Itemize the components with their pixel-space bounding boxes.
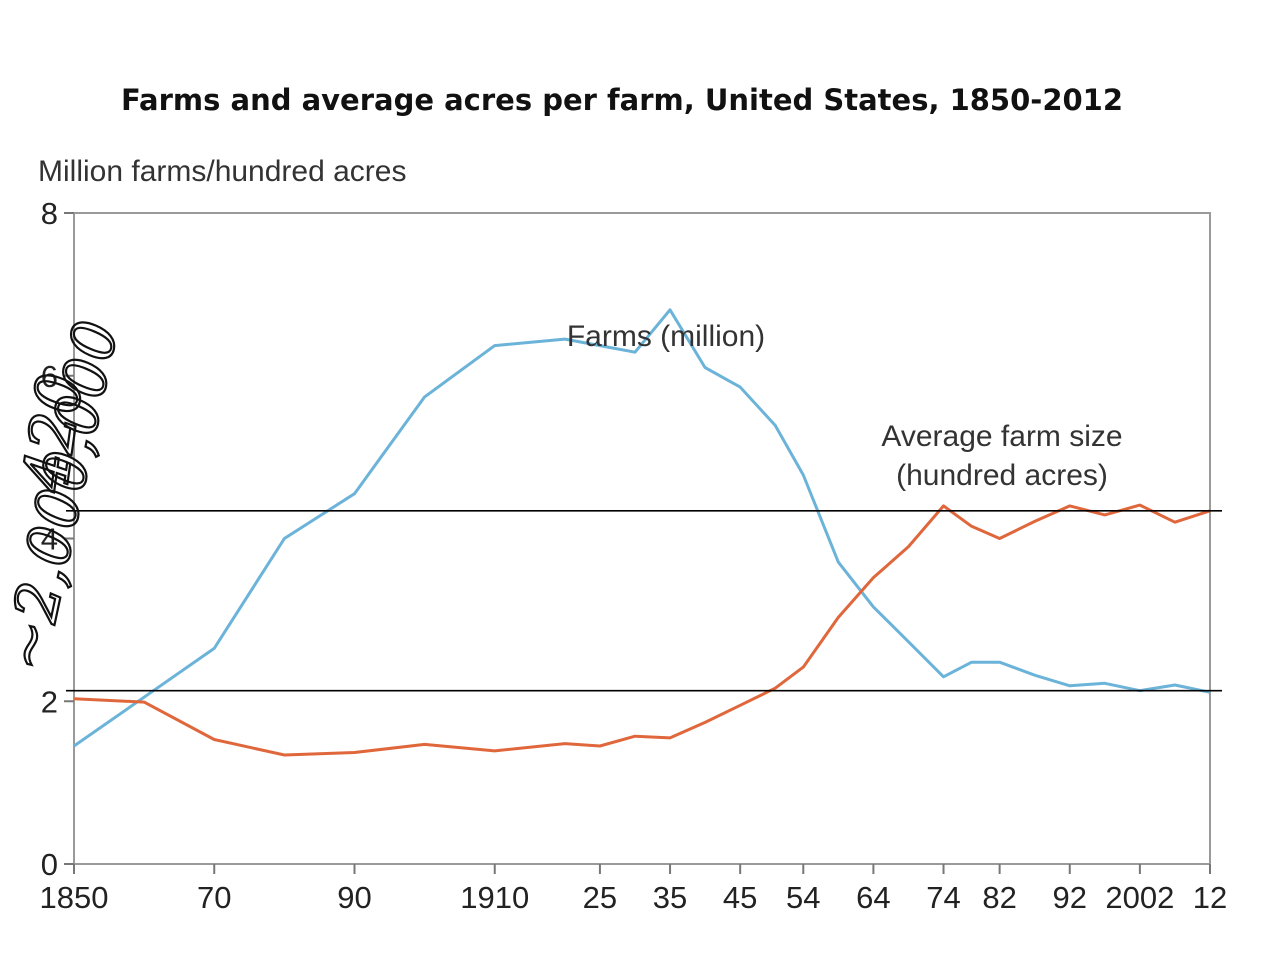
chart-title: Farms and average acres per farm, United… <box>121 83 1123 117</box>
x-tick-label: 12 <box>1193 880 1227 915</box>
farm-size-series-line <box>73 503 1211 757</box>
handwritten-annotations: 420~2,000,000 <box>0 314 134 679</box>
x-tick-label: 54 <box>786 880 820 915</box>
x-tick-label: 45 <box>723 880 757 915</box>
x-tick-label: 92 <box>1053 880 1087 915</box>
x-tick-label: 1910 <box>460 880 529 915</box>
y-axis-label: Million farms/hundred acres <box>38 155 406 188</box>
farms-series-line <box>73 308 1211 748</box>
reference-lines <box>66 510 1222 692</box>
series-layer <box>73 308 1211 757</box>
x-tick-label: 1850 <box>40 880 109 915</box>
handwritten-two-million: ~2,000,000 <box>0 315 133 677</box>
x-tick-label: 64 <box>856 880 890 915</box>
y-tick-label: 8 <box>41 196 58 231</box>
y-axis: 0 2 4 6 8 <box>41 196 74 882</box>
handwritten-420: 420 <box>8 369 97 497</box>
y-tick-label: 4 <box>41 522 58 557</box>
x-tick-label: 82 <box>982 880 1016 915</box>
plot-area-frame <box>73 212 1211 865</box>
series-labels: Farms (million) Average farm size (hundred… <box>567 320 1123 492</box>
y-tick-label: 2 <box>41 684 58 719</box>
x-tick-label: 2002 <box>1105 880 1174 915</box>
farms-series-label: Farms (million) <box>567 320 765 353</box>
farm-size-series-label: Average farm size <box>881 420 1122 453</box>
x-tick-label: 35 <box>653 880 687 915</box>
x-tick-label: 25 <box>583 880 617 915</box>
farm-size-series-label: (hundred acres) <box>896 459 1108 492</box>
x-tick-label: 90 <box>337 880 371 915</box>
y-tick-label: 0 <box>41 847 58 882</box>
x-tick-label: 70 <box>197 880 231 915</box>
x-tick-label: 74 <box>926 880 960 915</box>
x-axis: 1850 70 90 1910 25 35 45 54 64 74 82 92 2002 12 <box>40 864 1227 915</box>
y-tick-label: 6 <box>41 359 58 394</box>
